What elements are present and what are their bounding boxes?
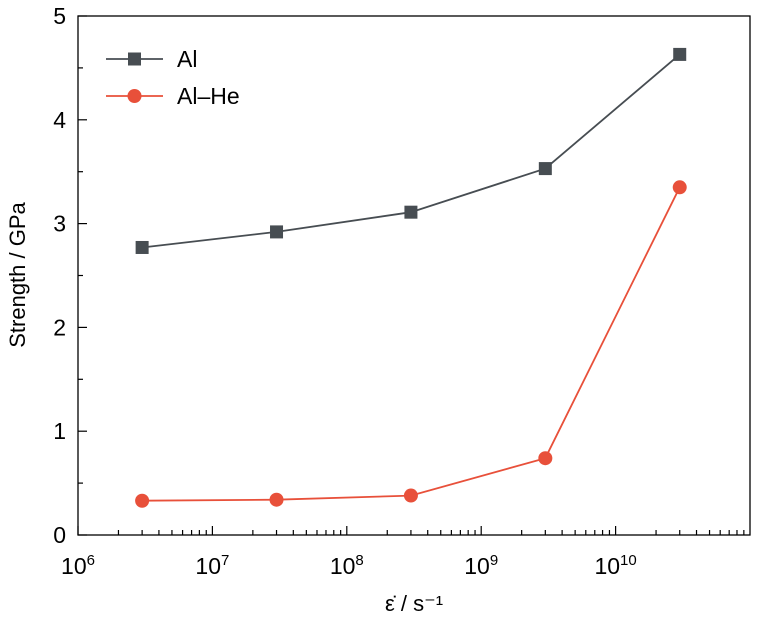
y-tick-label: 0 (53, 522, 66, 548)
x-tick-label: 106 (61, 552, 95, 579)
y-tick-label: 5 (53, 3, 66, 29)
legend-label: Al (177, 46, 197, 72)
series-2-line (142, 186, 681, 502)
series-2-point (538, 451, 553, 466)
x-axis-ticks: 106 107 108 109 1010 (61, 526, 745, 579)
legend-marker (128, 52, 141, 66)
y-axis-title: Strength / GPa (5, 201, 30, 347)
x-tick-label: 108 (330, 552, 364, 579)
series-1-point (135, 240, 149, 254)
y-tick-label: 1 (53, 418, 66, 444)
series-1-point (538, 162, 552, 176)
series-2-point (672, 180, 687, 195)
x-tick-label: 107 (195, 552, 229, 579)
y-tick-label: 2 (53, 314, 66, 340)
series-1-point (673, 47, 687, 61)
series-2-point (135, 493, 150, 508)
x-tick-label: 109 (464, 552, 498, 579)
x-tick-label: 1010 (594, 552, 636, 579)
x-axis-title: ε̇ / s⁻¹ (385, 591, 443, 616)
y-tick-label: 4 (53, 107, 66, 133)
legend: Al Al–He (106, 46, 240, 109)
legend-marker (127, 89, 142, 103)
series-2-point (403, 488, 418, 503)
y-tick-label: 3 (53, 211, 66, 237)
series-layer (135, 47, 687, 508)
series-1-point (404, 205, 418, 219)
y-axis-ticks: 0 1 2 3 4 5 (53, 3, 87, 548)
legend-label: Al–He (177, 83, 240, 109)
series-1-point (270, 225, 284, 239)
series-2-point (269, 492, 284, 507)
